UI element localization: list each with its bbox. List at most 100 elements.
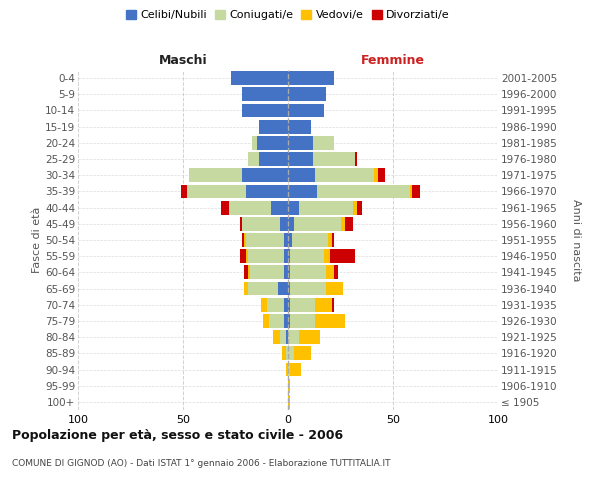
Bar xyxy=(332,298,334,312)
Bar xyxy=(244,266,248,280)
Bar xyxy=(280,217,288,230)
Bar xyxy=(313,136,334,149)
Bar xyxy=(317,184,410,198)
Bar xyxy=(290,314,316,328)
Bar xyxy=(288,346,295,360)
Bar xyxy=(288,200,299,214)
Text: Maschi: Maschi xyxy=(158,54,208,68)
Bar xyxy=(244,233,246,247)
Bar xyxy=(286,362,288,376)
Bar xyxy=(246,184,288,198)
Bar xyxy=(295,217,341,230)
Bar xyxy=(189,168,242,182)
Bar xyxy=(284,266,288,280)
Bar xyxy=(299,200,353,214)
Bar xyxy=(288,88,326,101)
Bar xyxy=(240,250,246,263)
Bar xyxy=(288,120,311,134)
Bar xyxy=(288,71,334,85)
Bar xyxy=(284,298,288,312)
Bar xyxy=(248,250,284,263)
Bar xyxy=(332,233,334,247)
Bar xyxy=(288,282,290,296)
Bar xyxy=(288,168,316,182)
Bar xyxy=(374,168,379,182)
Bar xyxy=(313,152,355,166)
Bar xyxy=(316,314,345,328)
Bar xyxy=(324,250,330,263)
Bar xyxy=(410,184,412,198)
Bar xyxy=(288,104,324,118)
Bar xyxy=(284,314,288,328)
Bar xyxy=(334,266,338,280)
Bar xyxy=(250,266,284,280)
Bar xyxy=(358,200,361,214)
Legend: Celibi/Nubili, Coniugati/e, Vedovi/e, Divorziati/e: Celibi/Nubili, Coniugati/e, Vedovi/e, Di… xyxy=(122,6,454,25)
Bar xyxy=(341,217,344,230)
Bar xyxy=(269,314,284,328)
Text: Femmine: Femmine xyxy=(361,54,425,68)
Bar xyxy=(288,266,290,280)
Bar xyxy=(345,217,353,230)
Bar xyxy=(221,200,229,214)
Bar xyxy=(242,233,244,247)
Bar xyxy=(284,250,288,263)
Bar xyxy=(316,298,332,312)
Bar xyxy=(353,200,358,214)
Bar xyxy=(316,168,374,182)
Bar xyxy=(290,298,316,312)
Bar xyxy=(242,168,288,182)
Bar xyxy=(355,152,358,166)
Bar xyxy=(277,282,288,296)
Text: Popolazione per età, sesso e stato civile - 2006: Popolazione per età, sesso e stato civil… xyxy=(12,430,343,442)
Bar xyxy=(242,104,288,118)
Bar xyxy=(328,233,332,247)
Y-axis label: Fasce di età: Fasce di età xyxy=(32,207,42,273)
Bar xyxy=(290,362,301,376)
Bar xyxy=(248,282,277,296)
Bar xyxy=(292,233,328,247)
Bar xyxy=(246,250,248,263)
Bar xyxy=(187,184,246,198)
Bar xyxy=(326,282,343,296)
Bar xyxy=(379,168,385,182)
Bar xyxy=(288,298,290,312)
Bar xyxy=(271,200,288,214)
Y-axis label: Anni di nascita: Anni di nascita xyxy=(571,198,581,281)
Bar xyxy=(288,314,290,328)
Bar xyxy=(288,217,295,230)
Bar xyxy=(229,200,271,214)
Bar xyxy=(248,152,259,166)
Bar xyxy=(244,282,248,296)
Bar xyxy=(288,184,317,198)
Bar xyxy=(288,136,313,149)
Bar xyxy=(280,330,286,344)
Bar xyxy=(260,298,267,312)
Bar xyxy=(326,266,334,280)
Bar xyxy=(288,250,290,263)
Bar xyxy=(282,346,286,360)
Bar xyxy=(263,314,269,328)
Bar xyxy=(242,217,280,230)
Bar xyxy=(288,152,313,166)
Bar xyxy=(259,152,288,166)
Bar xyxy=(257,136,288,149)
Bar xyxy=(288,330,299,344)
Bar xyxy=(284,233,288,247)
Bar xyxy=(253,136,257,149)
Bar xyxy=(290,250,324,263)
Bar xyxy=(267,298,284,312)
Bar xyxy=(290,282,326,296)
Bar xyxy=(299,330,320,344)
Bar xyxy=(286,330,288,344)
Bar xyxy=(259,120,288,134)
Bar xyxy=(288,395,290,409)
Bar xyxy=(181,184,187,198)
Bar xyxy=(232,71,288,85)
Bar xyxy=(246,233,284,247)
Bar xyxy=(290,266,326,280)
Bar xyxy=(288,233,292,247)
Bar xyxy=(248,266,250,280)
Bar xyxy=(242,88,288,101)
Bar xyxy=(295,346,311,360)
